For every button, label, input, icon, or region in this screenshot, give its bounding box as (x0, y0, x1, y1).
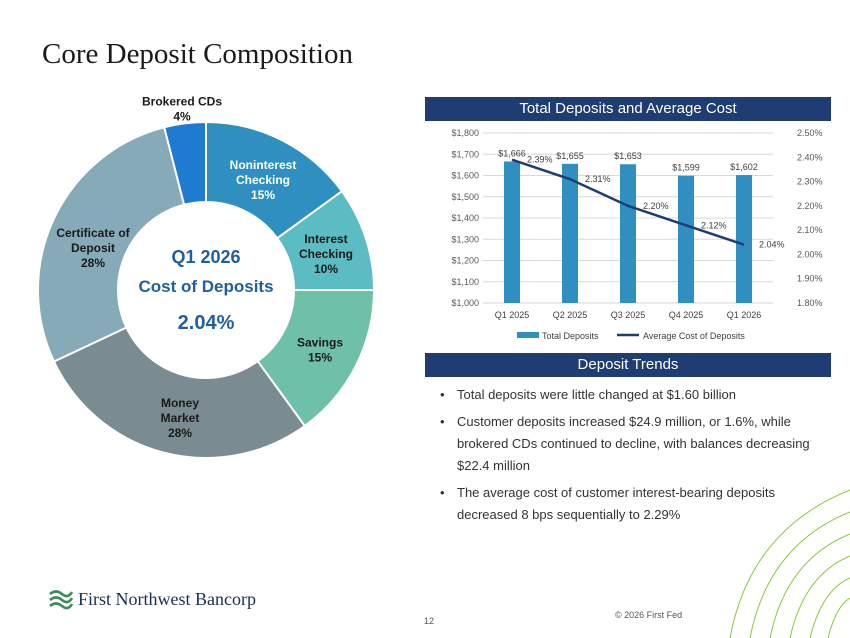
slice-label: Checking (236, 173, 290, 187)
y-right-tick-label: 2.20% (797, 201, 823, 211)
bar-value-label: $1,602 (730, 162, 758, 172)
center-label-caption: Cost of Deposits (138, 277, 273, 296)
deposit-bar (504, 161, 520, 303)
bank-name-logo-text: First Northwest Bancorp (78, 589, 256, 609)
bar-value-label: $1,599 (672, 163, 700, 173)
donut-slice (52, 326, 307, 459)
legend-label-cost: Average Cost of Deposits (643, 331, 745, 341)
bar-value-label: $1,653 (614, 151, 642, 161)
page-number: 12 (424, 616, 435, 626)
y-left-tick-label: $1,200 (451, 256, 479, 266)
bank-logo-icon (49, 590, 74, 610)
line-value-label: 2.04% (759, 240, 785, 250)
y-right-tick-label: 2.30% (797, 177, 823, 187)
slice-label: 10% (314, 262, 338, 276)
y-left-tick-label: $1,700 (451, 149, 479, 159)
line-value-label: 2.31% (585, 174, 611, 184)
cost-line (511, 158, 745, 246)
trends-panel-header: Deposit Trends (425, 353, 831, 377)
chart-panel-header: Total Deposits and Average Cost (425, 97, 831, 121)
copyright-text: © 2026 First Fed (615, 610, 683, 620)
y-left-tick-label: $1,400 (451, 213, 479, 223)
trend-bullet: Customer deposits increased $24.9 millio… (438, 411, 834, 477)
decorative-curves-icon (729, 489, 850, 638)
y-right-tick-label: 2.40% (797, 152, 823, 162)
y-left-tick-label: $1,100 (451, 277, 479, 287)
trend-bullet: The average cost of customer interest-be… (438, 482, 834, 526)
deposit-bar (620, 164, 636, 303)
slice-label: Noninterest (230, 158, 297, 172)
slice-label: Brokered CDs (142, 95, 222, 109)
y-right-tick-label: 1.90% (797, 274, 823, 284)
slice-label: 15% (308, 351, 332, 365)
slice-label: 4% (173, 110, 191, 124)
deposit-bar (736, 175, 752, 303)
slice-label: Interest (304, 232, 347, 246)
center-label-quarter: Q1 2026 (171, 247, 240, 267)
x-tick-label: Q1 2026 (727, 310, 762, 320)
slice-label: Certificate of (56, 226, 130, 240)
y-right-tick-label: 1.80% (797, 298, 823, 308)
line-value-label: 2.12% (701, 220, 727, 230)
trend-bullet: Total deposits were little changed at $1… (438, 384, 834, 406)
y-left-tick-label: $1,600 (451, 171, 479, 181)
slice-label: 28% (81, 256, 105, 270)
x-tick-label: Q1 2025 (495, 310, 530, 320)
bar-value-label: $1,666 (498, 148, 526, 158)
legend-swatch-deposits (517, 332, 539, 338)
deposit-bar (562, 163, 578, 303)
x-tick-label: Q3 2025 (611, 310, 646, 320)
y-right-tick-label: 2.10% (797, 225, 823, 235)
slice-label: 15% (251, 188, 275, 202)
y-left-tick-label: $1,800 (451, 128, 479, 138)
x-tick-label: Q2 2025 (553, 310, 588, 320)
slice-label: Checking (299, 247, 353, 261)
deposits-cost-combo-chart: $1,000 $1,100 $1,200 $1,300 $1,400 $1,500 $1,6… (451, 128, 823, 341)
x-tick-label: Q4 2025 (669, 310, 704, 320)
slice-label: 28% (168, 426, 192, 440)
slice-label: Money (161, 396, 199, 410)
line-value-label: 2.39% (527, 155, 553, 165)
slice-label: Deposit (71, 241, 115, 255)
y-right-tick-label: 2.50% (797, 128, 823, 138)
legend-label-deposits: Total Deposits (542, 331, 599, 341)
y-left-tick-label: $1,000 (451, 298, 479, 308)
slice-label: Market (161, 411, 200, 425)
y-left-tick-label: $1,300 (451, 234, 479, 244)
slice-label: Savings (297, 336, 343, 350)
deposit-trends-list: Total deposits were little changed at $1… (438, 384, 834, 531)
deposit-composition-donut-chart: NoninterestChecking15%InterestChecking10… (37, 95, 376, 459)
donut-slice (163, 120, 207, 206)
slide-title: Core Deposit Composition (42, 38, 353, 70)
donut-slice (37, 126, 186, 363)
deposit-bar (678, 175, 694, 303)
bar-value-label: $1,655 (556, 151, 584, 161)
center-label-value: 2.04% (178, 312, 235, 334)
line-value-label: 2.20% (643, 201, 669, 211)
y-right-tick-label: 2.00% (797, 249, 823, 259)
y-left-tick-label: $1,500 (451, 192, 479, 202)
